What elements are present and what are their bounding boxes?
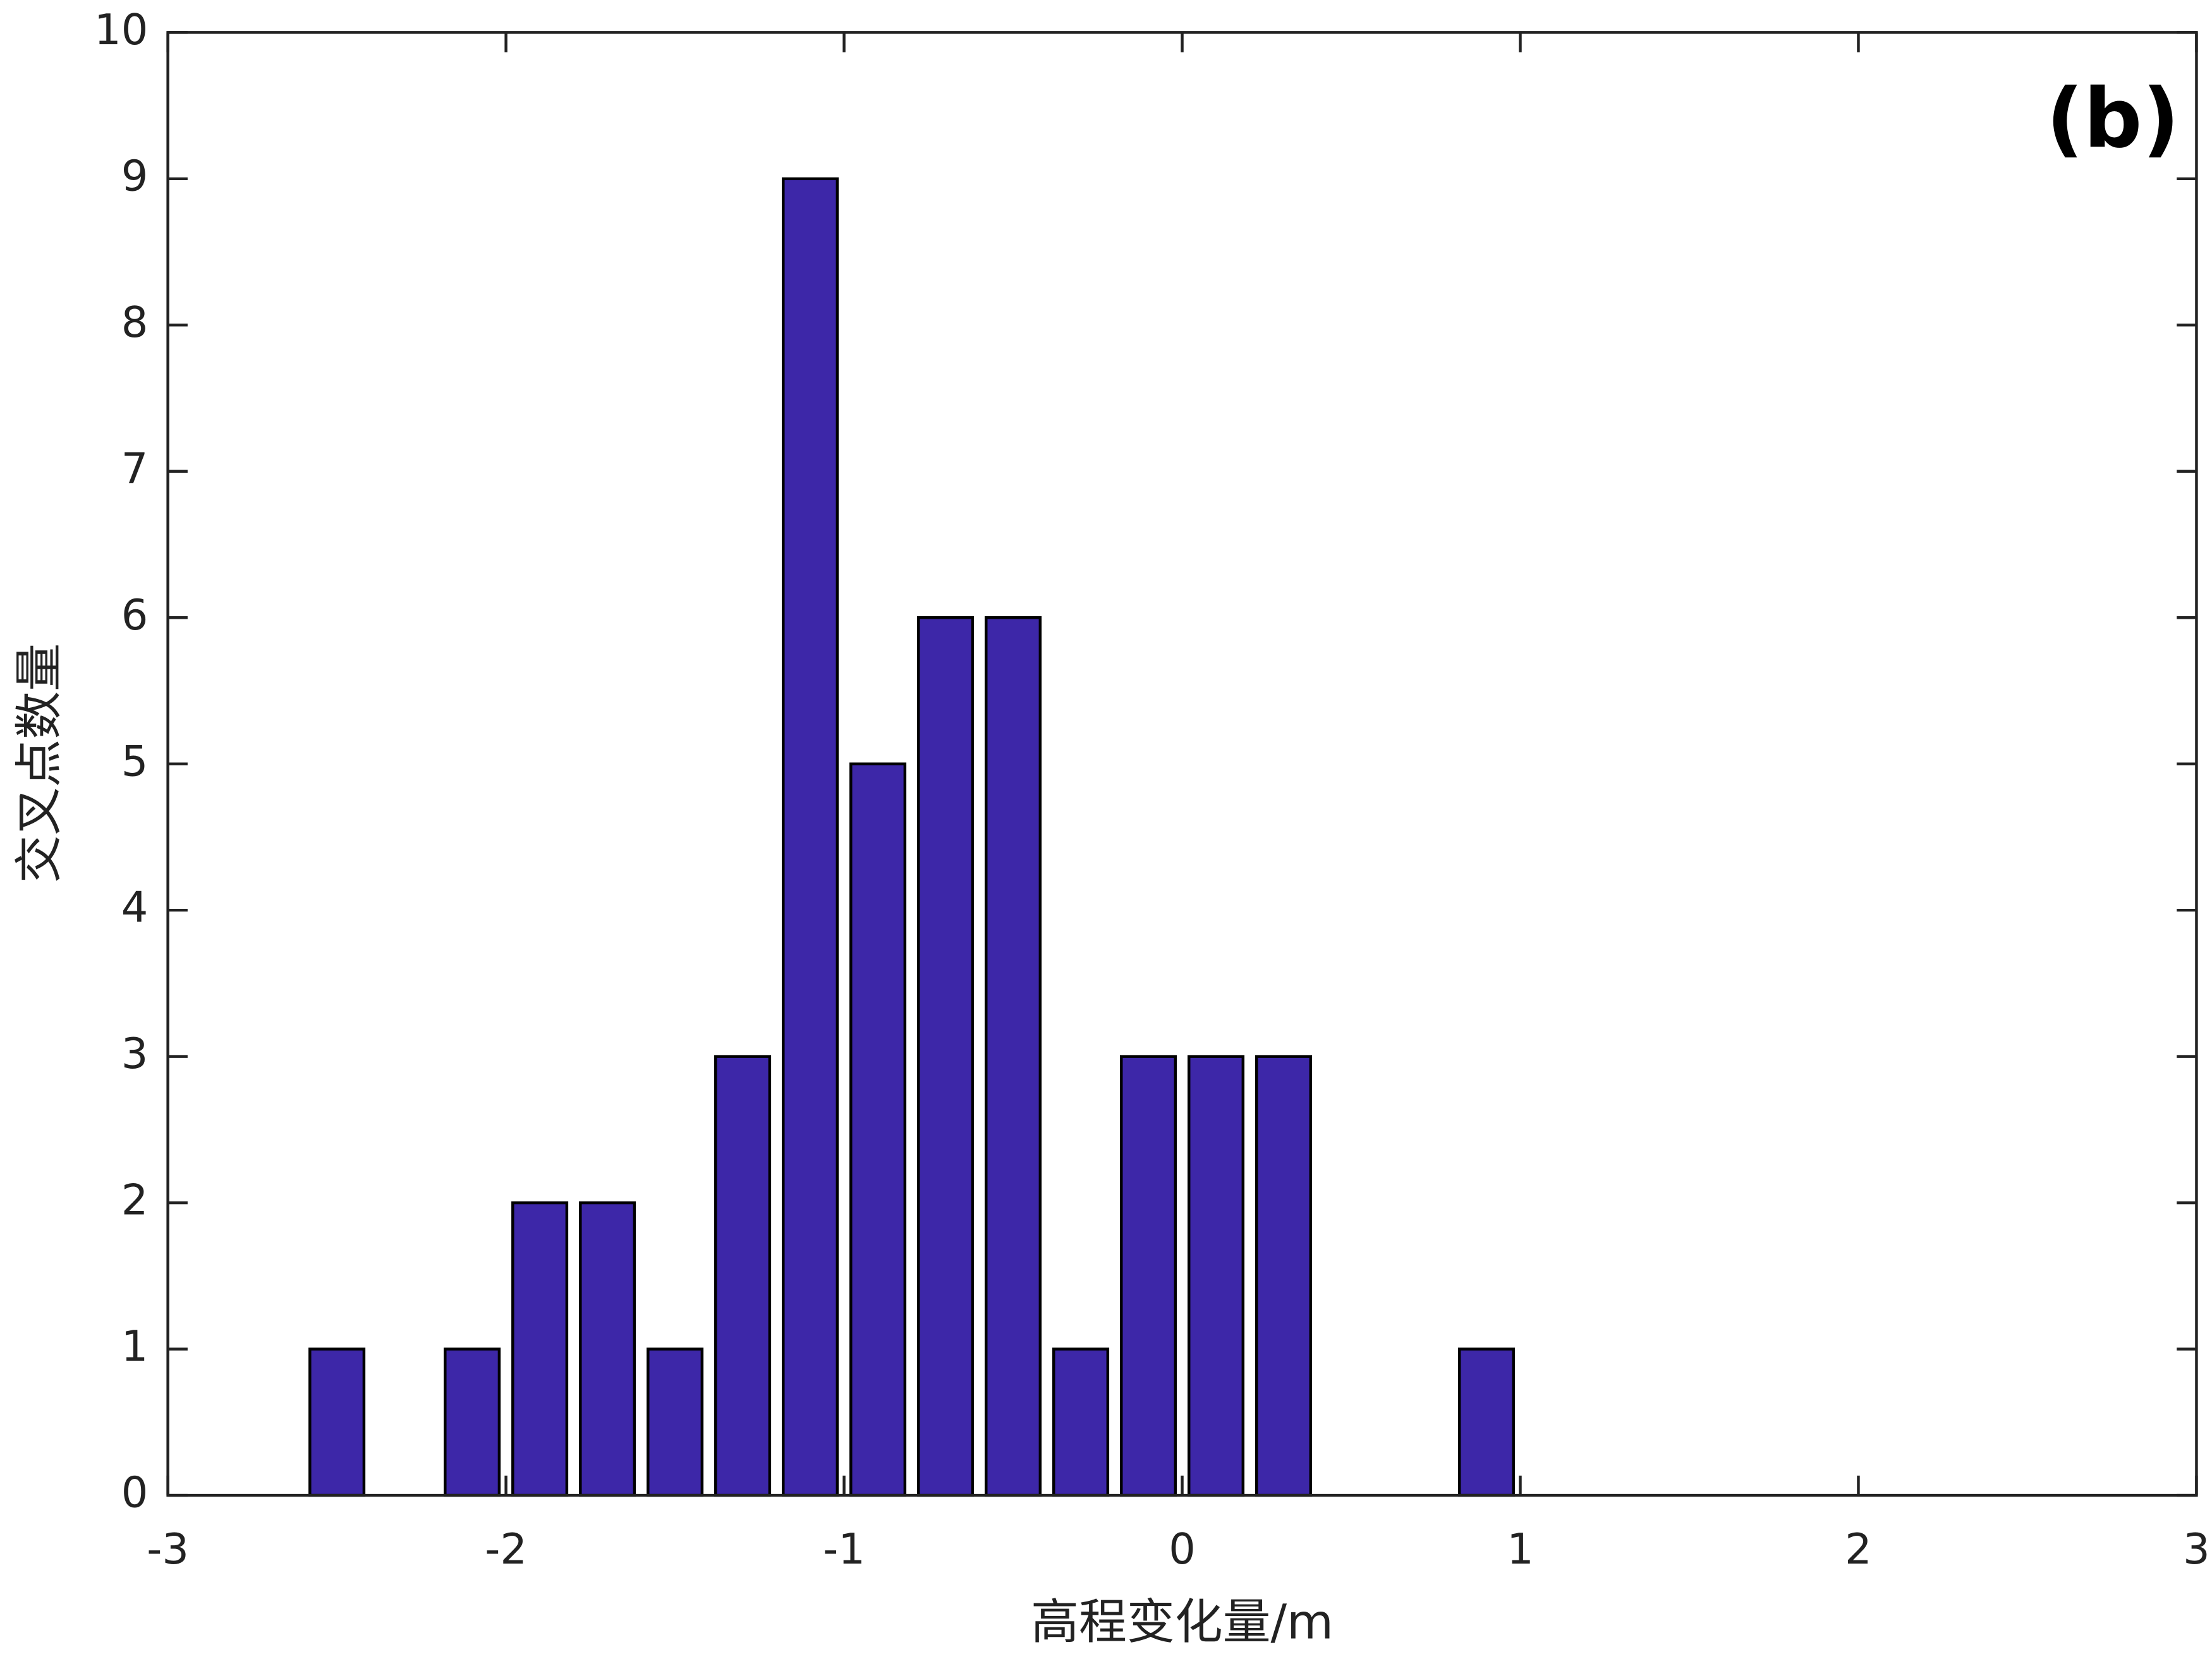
bar xyxy=(1052,1347,1110,1497)
bar xyxy=(579,1201,636,1497)
bar xyxy=(1120,1055,1177,1497)
y-tick-label: 2 xyxy=(121,1176,149,1225)
bar xyxy=(1255,1055,1313,1497)
plot-frame xyxy=(166,31,2198,1497)
y-tick-label: 5 xyxy=(121,736,149,786)
bar xyxy=(647,1347,704,1497)
panel-label: (b) xyxy=(2046,71,2180,166)
y-tick-label: 3 xyxy=(121,1029,149,1078)
y-tick-label: 0 xyxy=(121,1468,149,1517)
bar xyxy=(1188,1055,1245,1497)
bar xyxy=(1457,1347,1516,1497)
x-tick-label: 0 xyxy=(1169,1524,1196,1574)
y-tick-label: 6 xyxy=(121,590,149,640)
y-tick-label: 9 xyxy=(121,151,149,200)
y-tick-label: 10 xyxy=(94,5,148,54)
x-tick-label: 3 xyxy=(2183,1524,2210,1574)
y-axis-label: 交叉点数量 xyxy=(11,643,67,883)
x-axis-label: 高程变化量/m xyxy=(1031,1594,1334,1650)
bar xyxy=(782,177,839,1497)
x-tick-label: 2 xyxy=(1845,1524,1872,1574)
bar xyxy=(985,616,1042,1497)
y-tick-label: 1 xyxy=(121,1322,149,1371)
bar xyxy=(849,762,907,1497)
y-tick-label: 7 xyxy=(121,444,149,493)
x-tick-label: -1 xyxy=(823,1524,865,1574)
bar xyxy=(444,1347,501,1497)
y-tick-label: 8 xyxy=(121,298,149,347)
y-tick-label: 4 xyxy=(121,883,149,932)
x-tick-label: 1 xyxy=(1507,1524,1534,1574)
bar xyxy=(917,616,975,1497)
bar xyxy=(714,1055,772,1497)
x-tick-label: -2 xyxy=(485,1524,527,1574)
bar xyxy=(511,1201,569,1497)
bar xyxy=(308,1347,366,1497)
x-tick-label: -3 xyxy=(147,1524,189,1574)
